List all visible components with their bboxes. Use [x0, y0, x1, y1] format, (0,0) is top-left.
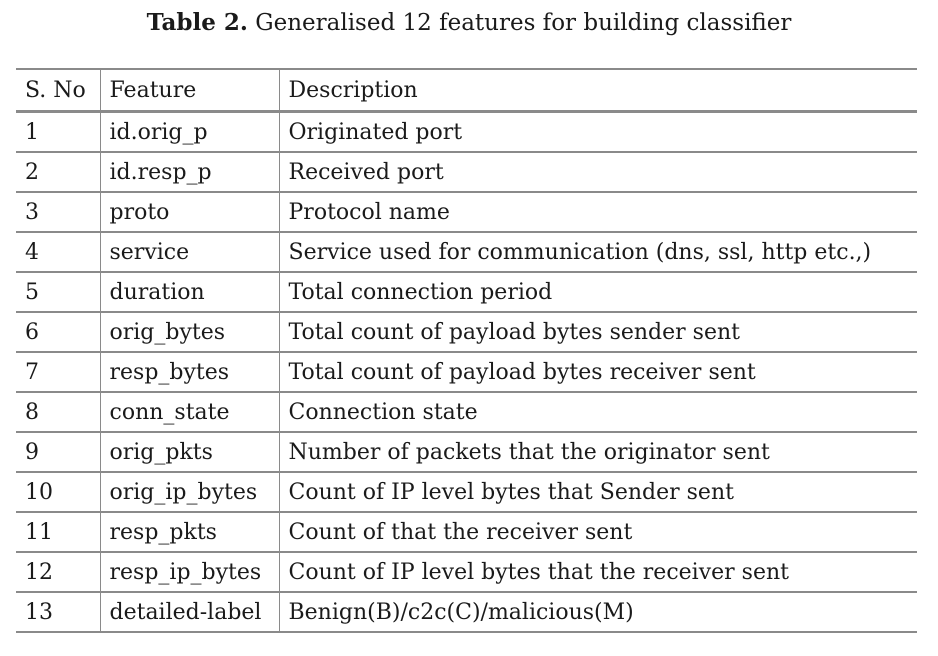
table-row: 13 detailed-label Benign(B)/c2c(C)/malic… [16, 591, 917, 633]
cell-feature: orig_bytes [99, 311, 280, 353]
table-row: 9 orig_pkts Number of packets that the o… [16, 431, 917, 473]
cell-sno: 4 [16, 231, 101, 273]
cell-feature: resp_ip_bytes [99, 551, 280, 593]
features-table: S. No Feature Description 1 id.orig_p Or… [16, 68, 917, 633]
cell-sno: 12 [16, 551, 101, 593]
cell-description: Service used for communication (dns, ssl… [278, 231, 917, 273]
header-feature: Feature [99, 68, 280, 113]
caption-text: Generalised 12 features for building cla… [255, 10, 792, 36]
table-row: 12 resp_ip_bytes Count of IP level bytes… [16, 551, 917, 593]
cell-sno: 3 [16, 191, 101, 233]
cell-feature: orig_pkts [99, 431, 280, 473]
cell-description: Total count of payload bytes sender sent [278, 311, 917, 353]
cell-feature: duration [99, 271, 280, 313]
table-row: 5 duration Total connection period [16, 271, 917, 313]
header-description: Description [278, 68, 917, 113]
cell-sno: 11 [16, 511, 101, 553]
cell-feature: id.orig_p [99, 110, 280, 153]
cell-sno: 7 [16, 351, 101, 393]
cell-sno: 1 [16, 110, 101, 153]
cell-feature: id.resp_p [99, 151, 280, 193]
table-row: 8 conn_state Connection state [16, 391, 917, 433]
caption-label: Table 2. [146, 9, 248, 36]
table-header-row: S. No Feature Description [16, 68, 917, 113]
cell-sno: 10 [16, 471, 101, 513]
cell-description: Count of IP level bytes that Sender sent [278, 471, 917, 513]
table-row: 2 id.resp_p Received port [16, 151, 917, 193]
cell-feature: proto [99, 191, 280, 233]
table-row: 7 resp_bytes Total count of payload byte… [16, 351, 917, 393]
table-row: 3 proto Protocol name [16, 191, 917, 233]
cell-sno: 5 [16, 271, 101, 313]
cell-description: Count of IP level bytes that the receive… [278, 551, 917, 593]
cell-feature: resp_pkts [99, 511, 280, 553]
cell-description: Originated port [278, 110, 917, 153]
table-row: 10 orig_ip_bytes Count of IP level bytes… [16, 471, 917, 513]
cell-sno: 8 [16, 391, 101, 433]
table-caption: Table 2. Generalised 12 features for bui… [0, 9, 938, 37]
table-row: 11 resp_pkts Count of that the receiver … [16, 511, 917, 553]
cell-feature: conn_state [99, 391, 280, 433]
cell-description: Connection state [278, 391, 917, 433]
cell-feature: orig_ip_bytes [99, 471, 280, 513]
table-row: 1 id.orig_p Originated port [16, 110, 917, 153]
cell-sno: 2 [16, 151, 101, 193]
cell-description: Total connection period [278, 271, 917, 313]
cell-description: Protocol name [278, 191, 917, 233]
table-row: 4 service Service used for communication… [16, 231, 917, 273]
cell-description: Received port [278, 151, 917, 193]
cell-description: Total count of payload bytes receiver se… [278, 351, 917, 393]
header-sno: S. No [16, 68, 101, 113]
cell-sno: 13 [16, 591, 101, 633]
cell-description: Number of packets that the originator se… [278, 431, 917, 473]
cell-description: Benign(B)/c2c(C)/malicious(M) [278, 591, 917, 633]
cell-sno: 6 [16, 311, 101, 353]
cell-feature: resp_bytes [99, 351, 280, 393]
cell-feature: service [99, 231, 280, 273]
cell-feature: detailed-label [99, 591, 280, 633]
cell-description: Count of that the receiver sent [278, 511, 917, 553]
cell-sno: 9 [16, 431, 101, 473]
table-row: 6 orig_bytes Total count of payload byte… [16, 311, 917, 353]
